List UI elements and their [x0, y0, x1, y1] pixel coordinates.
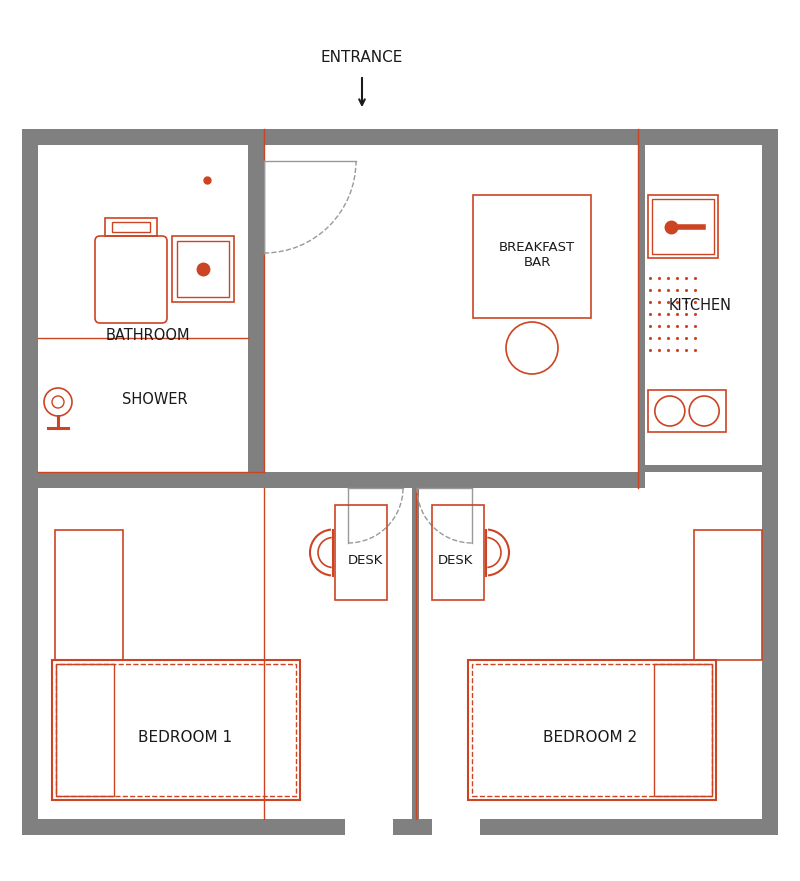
Bar	[56, 664, 296, 796]
Bar	[654, 664, 712, 796]
Bar	[264, 472, 348, 488]
Bar	[105, 218, 157, 236]
Text: BATHROOM: BATHROOM	[106, 328, 190, 343]
Bar	[468, 660, 716, 800]
Text: BEDROOM 2: BEDROOM 2	[543, 730, 637, 745]
Bar	[638, 129, 645, 488]
Bar	[38, 819, 345, 835]
Text: DESK: DESK	[347, 553, 382, 566]
Bar	[177, 241, 229, 297]
Bar	[648, 390, 726, 432]
Bar	[472, 472, 638, 488]
Text: SHOWER: SHOWER	[122, 393, 188, 408]
Bar	[694, 530, 762, 660]
Bar	[648, 195, 718, 258]
Bar	[412, 488, 419, 819]
Bar	[762, 129, 778, 835]
Bar	[335, 505, 387, 600]
Text: KITCHEN: KITCHEN	[669, 298, 731, 313]
Bar	[248, 129, 264, 488]
Bar	[38, 129, 778, 145]
Text: BEDROOM 1: BEDROOM 1	[138, 730, 232, 745]
Text: BREAKFAST
BAR: BREAKFAST BAR	[499, 241, 575, 269]
Bar	[645, 465, 762, 472]
Bar	[105, 218, 157, 236]
Bar	[480, 819, 778, 835]
Bar	[652, 199, 714, 254]
Bar	[432, 505, 484, 600]
Bar	[472, 664, 712, 796]
Bar	[56, 664, 114, 796]
Text: ENTRANCE: ENTRANCE	[321, 50, 403, 65]
Bar	[22, 129, 38, 835]
Text: DESK: DESK	[438, 553, 473, 566]
Bar	[52, 660, 300, 800]
Bar	[248, 242, 264, 488]
Bar	[55, 530, 123, 660]
Bar	[348, 472, 472, 488]
Bar	[473, 195, 591, 318]
Bar	[393, 819, 432, 835]
Bar	[248, 129, 264, 242]
Bar	[172, 236, 234, 302]
Bar	[22, 472, 264, 488]
Bar	[112, 222, 150, 232]
